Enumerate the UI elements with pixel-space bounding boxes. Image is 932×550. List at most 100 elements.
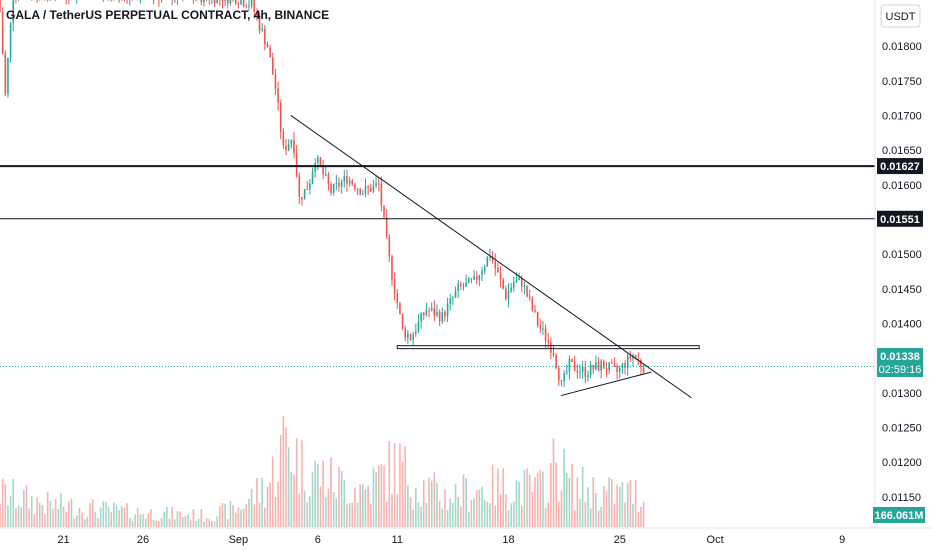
candle-body [425,310,428,316]
volume-bar [134,514,136,527]
candle-body [407,334,409,338]
candle-body [309,183,311,190]
volume-bar [150,509,152,527]
volume-bar [505,494,507,527]
volume-bar [62,506,65,527]
candle-body [613,363,616,366]
volume-bar [144,518,147,527]
candle-body [520,277,523,287]
volume-bar [46,491,49,527]
volume-bar [245,504,248,527]
candle-body [497,268,499,273]
volume-bar [303,490,306,527]
y-tick-label: 0.01650 [882,145,922,157]
volume-tag: 166.061M [873,507,925,523]
candle-body [298,175,301,197]
trendline[interactable] [290,115,692,399]
volume-bar [460,506,462,527]
volume-bar [314,460,316,527]
candle-body [338,183,340,187]
volume-bar [338,466,340,527]
candle-body [383,205,385,218]
last-price-value: 0.01338 [880,351,920,363]
resistance-box[interactable] [396,345,700,350]
volume-bar [139,514,142,527]
volume-bar [523,469,526,527]
candle-body [269,47,271,58]
volume-bar [256,477,258,527]
candle-body [640,360,642,368]
y-tick-label: 0.01450 [882,284,922,296]
volume-bar [115,504,118,527]
volume-bar [60,493,62,527]
volume-bar [20,507,22,527]
volume-bar [436,482,438,527]
candle-body [595,362,597,370]
drawings-layer [0,115,875,399]
volume-bar [454,483,457,527]
candle-body [319,157,322,167]
volume-bar [12,479,15,527]
volume-bar [489,503,491,527]
volume-bar [25,485,28,527]
volume-tag-bg [873,507,925,523]
volume-bar [603,486,605,527]
volume-bar [136,508,139,527]
volume-bar [558,501,560,527]
volume-bar [528,474,531,527]
volume-bar [17,505,20,527]
volume-bar [242,508,245,527]
currency-badge[interactable]: USDT [880,4,921,28]
volume-bar [560,490,563,527]
candle-body [618,367,621,372]
volume-bar [76,515,78,527]
candle-body [401,313,404,329]
volume-bar [179,511,181,527]
level-tag-label: 0.01551 [880,214,920,226]
candle-body [293,140,295,153]
volume-bar [550,463,552,527]
volume-bar [536,472,539,527]
candle-body [258,16,261,31]
volume-bar [99,507,102,527]
x-tick-label: Sep [229,534,249,546]
volume-bar [266,486,269,527]
volume-bar [285,427,287,527]
volume-bar [372,467,375,527]
candle-body [457,283,459,291]
volume-bar [369,503,372,527]
candle-body [616,365,618,372]
candle-body [489,256,491,258]
candle-body [377,183,380,185]
volume-bar [216,516,218,527]
volume-bar [351,502,354,527]
volume-bar [73,518,75,527]
candle-body [536,311,539,326]
candle-body [629,355,632,359]
volume-bar [102,501,105,527]
candle-body [290,140,293,145]
candle-body [221,0,224,2]
candle-body [240,0,242,5]
candle-body [481,271,483,276]
candle-body [1,11,4,54]
candle-body [528,296,531,299]
candle-body [499,272,502,280]
candle-body [264,28,266,45]
volume-bar [592,477,595,527]
volume-bar [147,512,150,527]
trendline[interactable] [560,371,652,397]
volume-bar [57,509,60,527]
candle-body [314,162,316,172]
candle-body [203,0,205,3]
candle-body [558,368,560,381]
candle-body [234,0,237,4]
x-tick-label: Oct [707,534,724,546]
volume-bar [499,493,502,527]
volume-bar [552,438,555,527]
volume-bar [608,477,610,527]
volume-bar [391,493,393,527]
volume-bar [579,498,581,527]
volume-bar [36,497,38,527]
